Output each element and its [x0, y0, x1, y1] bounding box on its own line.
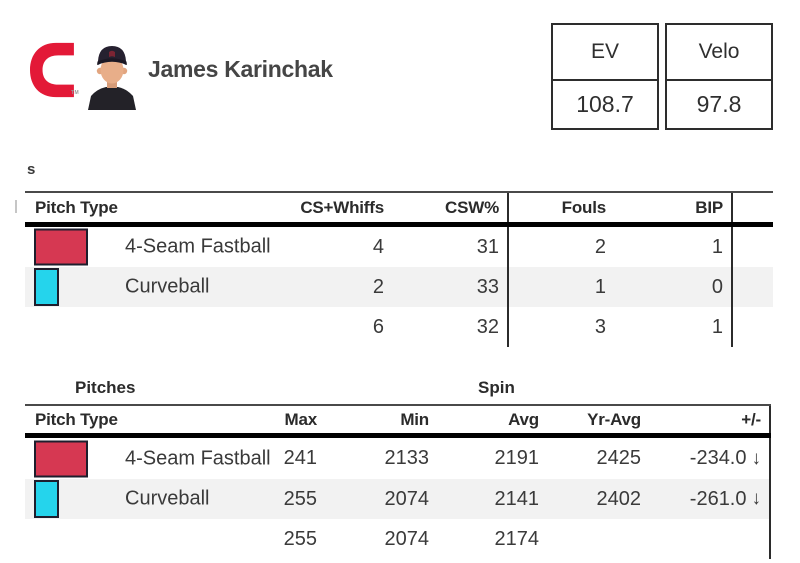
table-row-fastball[interactable]: 4-Seam Fastball 4 31 2 1: [25, 227, 773, 267]
row-spacer: [733, 307, 773, 347]
cell-bip: 0: [614, 267, 733, 307]
team-logo-icon: [30, 42, 76, 98]
header-avg[interactable]: Avg: [508, 409, 539, 429]
table-row-curveball[interactable]: Curveball 2 33 1 0: [25, 267, 773, 307]
ev-stat-box: EV 108.7: [551, 23, 659, 130]
ev-label: EV: [553, 25, 657, 81]
table-row-curveball[interactable]: Curveball 255 2074 2141 2402 -261.0 ↓: [25, 479, 771, 519]
total-plus-minus: [655, 519, 771, 559]
header-pitch-type[interactable]: Pitch Type: [35, 409, 118, 429]
curveball-swatch-icon: [34, 480, 59, 518]
row-spacer: [733, 267, 773, 307]
header-yr-avg[interactable]: Yr-Avg: [587, 409, 641, 429]
cell-csw-pct: 31: [476, 235, 499, 258]
table-row-totals: 255 2074 2174: [25, 519, 771, 559]
total-avg: 2174: [494, 527, 540, 550]
row-spacer: [733, 227, 773, 267]
spin-table-group-headers: Pitches Spin: [25, 378, 771, 400]
total-max: 255: [283, 527, 317, 550]
cell-min: 2074: [384, 487, 430, 510]
velo-value: 97.8: [696, 91, 742, 117]
down-arrow-icon: ↓: [751, 488, 762, 509]
player-headshot: [86, 44, 138, 110]
cell-yr-avg: 2402: [596, 487, 642, 510]
cell-bip: 1: [614, 227, 733, 267]
cell-csw-pct: 33: [476, 275, 499, 298]
cell-cs-whiffs: 2: [372, 275, 384, 298]
velo-label: Velo: [667, 25, 771, 81]
group-label-pitches: Pitches: [75, 378, 136, 397]
pitch-type-cell: [25, 307, 240, 347]
trademark-label: TM: [71, 90, 80, 96]
cell-yr-avg: 2425: [596, 447, 642, 469]
total-bip: 1: [614, 307, 733, 347]
cell-fouls: 1: [507, 267, 614, 307]
cell-cs-whiffs: 4: [372, 235, 384, 258]
total-cs-whiffs: 6: [372, 315, 384, 338]
cell-avg: 2191: [494, 447, 540, 469]
results-header-row: Pitch Type CS+Whiffs CSW% Fouls BIP: [25, 193, 773, 222]
clipped-group-label: s: [27, 161, 36, 178]
header-csw-pct[interactable]: CSW%: [445, 197, 499, 217]
fastball-swatch-icon: [34, 228, 88, 266]
pitch-type-cell: Curveball: [25, 479, 240, 519]
header-min[interactable]: Min: [400, 409, 429, 429]
header-pitch-type[interactable]: Pitch Type: [35, 197, 118, 217]
header-plus-minus[interactable]: +/-: [655, 406, 771, 433]
pitch-type-cell: 4-Seam Fastball: [25, 227, 271, 267]
cell-max: 255: [283, 487, 317, 510]
clipped-cell-fragment: [15, 200, 17, 213]
pitch-type-cell: [25, 519, 240, 559]
cell-max: 241: [283, 447, 317, 469]
spin-header-row: Pitch Type Max Min Avg Yr-Avg +/-: [25, 406, 771, 433]
down-arrow-icon: ↓: [751, 447, 762, 469]
total-min: 2074: [384, 527, 430, 550]
ev-value: 108.7: [576, 91, 634, 117]
pitch-type-cell: 4-Seam Fastball: [25, 438, 271, 479]
total-csw-pct: 32: [476, 315, 499, 338]
total-fouls: 3: [507, 307, 614, 347]
fastball-swatch-icon: [34, 440, 88, 477]
header-rule: [25, 433, 771, 438]
group-label-spin: Spin: [478, 378, 515, 397]
results-table: Pitch Type CS+Whiffs CSW% Fouls BIP 4-Se…: [25, 191, 773, 347]
table-row-totals: 6 32 3 1: [25, 307, 773, 347]
header-bip[interactable]: BIP: [614, 193, 733, 222]
header-spacer: [733, 193, 773, 222]
cell-plus-minus: -234.0 ↓: [655, 438, 771, 479]
header-cs-whiffs[interactable]: CS+Whiffs: [300, 197, 384, 217]
cell-plus-minus: -261.0 ↓: [655, 479, 771, 519]
cell-avg: 2141: [494, 487, 540, 510]
spin-table: Pitch Type Max Min Avg Yr-Avg +/- 4-Seam…: [25, 404, 771, 559]
velo-stat-box: Velo 97.8: [665, 23, 773, 130]
cell-fouls: 2: [507, 227, 614, 267]
pitch-type-cell: Curveball: [25, 267, 240, 307]
player-name: James Karinchak: [148, 56, 333, 82]
total-yr-avg: [547, 519, 655, 559]
table-row-fastball[interactable]: 4-Seam Fastball 241 2133 2191 2425 -234.…: [25, 438, 771, 479]
cell-min: 2133: [384, 447, 430, 469]
header-fouls[interactable]: Fouls: [507, 193, 614, 222]
curveball-swatch-icon: [34, 268, 59, 306]
header-max[interactable]: Max: [284, 409, 318, 429]
header-rule: [25, 222, 773, 227]
